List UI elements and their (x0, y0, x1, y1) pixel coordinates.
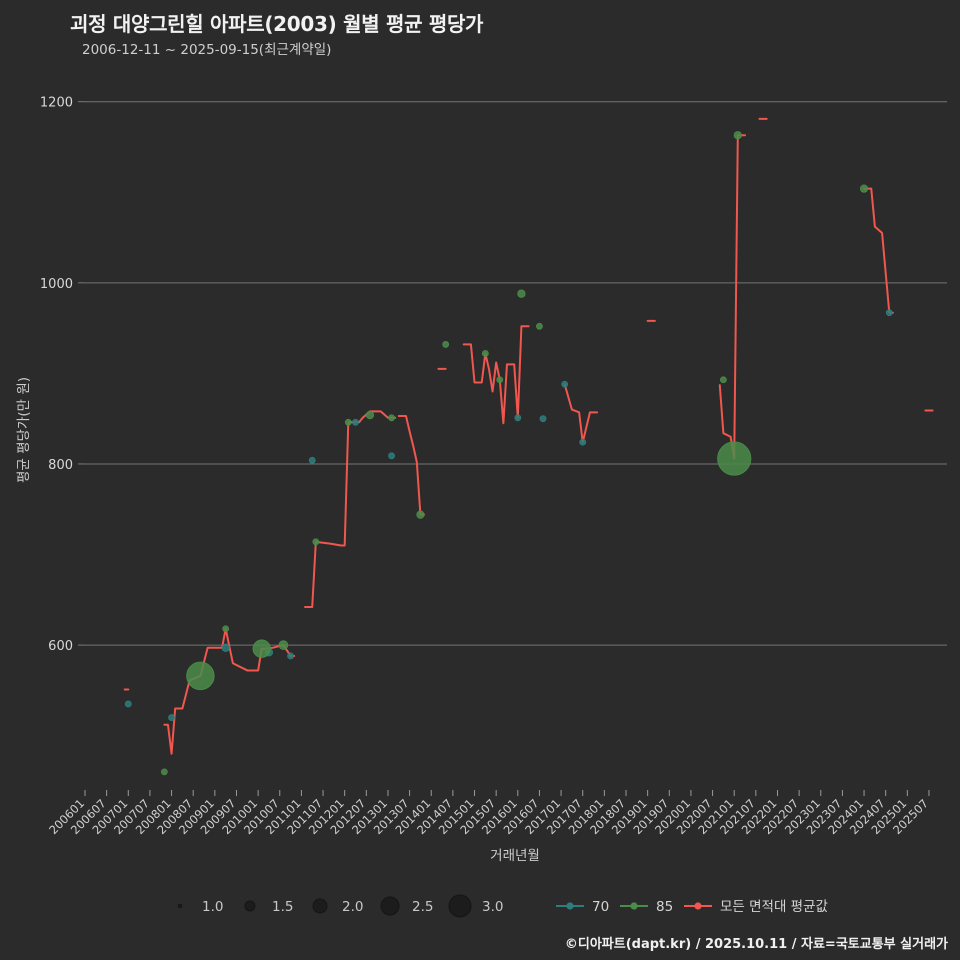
scatter-point (514, 414, 522, 422)
y-axis-ticks: 600 800 1000 1200 (40, 96, 73, 654)
scatter-series-85 (160, 131, 869, 776)
scatter-point (312, 538, 320, 546)
legend-series-marker[interactable] (694, 902, 702, 910)
scatter-point (496, 376, 504, 384)
scatter-point (442, 341, 450, 348)
scatter-point (388, 452, 395, 460)
average-line-segment (397, 414, 426, 516)
average-line-segment (304, 410, 397, 609)
legend-series-marker[interactable] (630, 902, 638, 910)
scatter-point (222, 625, 230, 633)
legend-series-label[interactable]: 모든 면적대 평균값 (720, 899, 828, 915)
scatter-point (388, 414, 395, 422)
scatter-point (717, 441, 752, 476)
scatter-point (308, 456, 316, 464)
page-title: 괴정 대양그린힐 아파트(2003) 월별 평균 평당가 (70, 12, 484, 36)
legend-size-marker (312, 898, 328, 914)
legend-size-marker (244, 900, 256, 912)
y-tick-label: 1000 (40, 277, 73, 292)
scatter-point (186, 661, 215, 691)
x-axis-title: 거래년월 (490, 848, 540, 864)
legend-size-label: 2.0 (342, 899, 363, 915)
legend-size-marker (177, 903, 183, 909)
footer-credit: ©디아파트(dapt.kr) / 2025.10.11 / 자료=국토교통부 실… (564, 937, 948, 952)
legend-size-label: 2.5 (412, 899, 433, 915)
scatter-point (221, 643, 230, 652)
legend-size-label: 1.0 (202, 899, 223, 915)
legend-size-label: 1.5 (272, 899, 293, 915)
scatter-point (481, 350, 489, 357)
scatter-point (124, 700, 132, 708)
scatter-point (859, 184, 869, 193)
scatter-point (365, 410, 375, 420)
average-line-segment (733, 134, 747, 460)
x-axis-ticks: 2006012006072007012007072008012008072009… (46, 790, 931, 837)
chart-legend[interactable]: 1.0 1.5 2.0 2.5 3.0 70 85 모든 면적대 평균값 (177, 894, 828, 918)
scatter-point (160, 768, 168, 776)
average-line-series (123, 117, 934, 755)
legend-series-marker[interactable] (566, 902, 574, 910)
scatter-point (733, 131, 742, 140)
average-line-segment (563, 383, 599, 444)
legend-size-marker (380, 896, 400, 916)
scatter-point (536, 322, 543, 330)
average-line-segment (462, 325, 530, 425)
scatter-point (719, 376, 727, 384)
scatter-point (539, 415, 547, 423)
scatter-series-70 (124, 309, 893, 721)
scatter-point (344, 418, 352, 426)
y-tick-label: 800 (48, 458, 73, 473)
y-tick-label: 1200 (40, 96, 73, 111)
y-axis-title: 평균 평당가(만 원) (16, 377, 32, 483)
y-tick-label: 600 (48, 639, 73, 654)
page-subtitle: 2006-12-11 ~ 2025-09-15(최근계약일) (82, 42, 332, 58)
scatter-point (579, 438, 587, 446)
scatter-point (561, 380, 569, 388)
scatter-point (885, 309, 893, 317)
scatter-point (168, 714, 175, 721)
legend-size-marker (448, 894, 472, 918)
average-line-segment (863, 187, 894, 314)
scatter-point (517, 289, 526, 298)
legend-size-label: 3.0 (482, 899, 503, 915)
legend-series-label[interactable]: 85 (656, 899, 673, 915)
scatter-point (352, 418, 359, 426)
scatter-point (278, 640, 289, 650)
gridlines (78, 101, 947, 646)
scatter-point (416, 510, 425, 519)
scatter-point (287, 652, 294, 660)
legend-series-label[interactable]: 70 (592, 899, 609, 915)
scatter-point (252, 639, 271, 658)
